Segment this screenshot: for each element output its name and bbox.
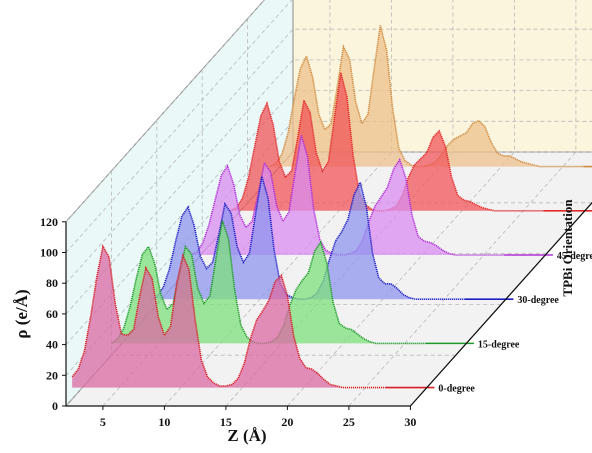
y-tick-label: 100 bbox=[40, 246, 58, 260]
x-tick-label: 15 bbox=[220, 415, 232, 429]
x-tick-label: 25 bbox=[343, 415, 355, 429]
tick-labels: 0 20 40 60 80 100 120 5 10 15 20 25 30 bbox=[40, 215, 416, 429]
x-tick-label: 5 bbox=[100, 415, 106, 429]
y-axis-title: ρ (e/Å) bbox=[12, 289, 31, 338]
series-line bbox=[190, 135, 505, 256]
x-gridline bbox=[287, 0, 515, 407]
x-gridline bbox=[348, 0, 577, 407]
x-tick-label: 20 bbox=[281, 415, 293, 429]
series-line bbox=[150, 176, 465, 300]
y-tick-label: 40 bbox=[46, 338, 58, 352]
z-axis-line bbox=[409, 201, 592, 407]
series-label: 45-degree bbox=[557, 251, 592, 262]
z-axis-title: TPBi Orientation bbox=[560, 199, 575, 297]
x-tick-label: 10 bbox=[158, 415, 170, 429]
x-axis-title: Z (Å) bbox=[227, 426, 266, 445]
y-tick-label: 0 bbox=[52, 399, 58, 413]
y-tick-label: 120 bbox=[40, 215, 58, 229]
y-gridline bbox=[65, 0, 293, 253]
y-tick-label: 80 bbox=[46, 276, 58, 290]
y-gridline bbox=[65, 0, 265, 223]
series-label: 30-degree bbox=[517, 295, 559, 306]
y-tick-label: 60 bbox=[46, 307, 58, 321]
series-label: 15-degree bbox=[478, 339, 520, 350]
series-line bbox=[71, 244, 386, 389]
y-gridline bbox=[65, 28, 592, 284]
series-area bbox=[72, 246, 386, 388]
series-label: 0-degree bbox=[438, 384, 475, 395]
y-gridline bbox=[65, 59, 592, 315]
y-tick-label: 20 bbox=[46, 368, 58, 382]
x-tick-label: 30 bbox=[404, 415, 416, 429]
series-layer bbox=[71, 25, 592, 389]
series-labels: 90-degree60-degree45-degree30-degree15-d… bbox=[438, 251, 592, 395]
